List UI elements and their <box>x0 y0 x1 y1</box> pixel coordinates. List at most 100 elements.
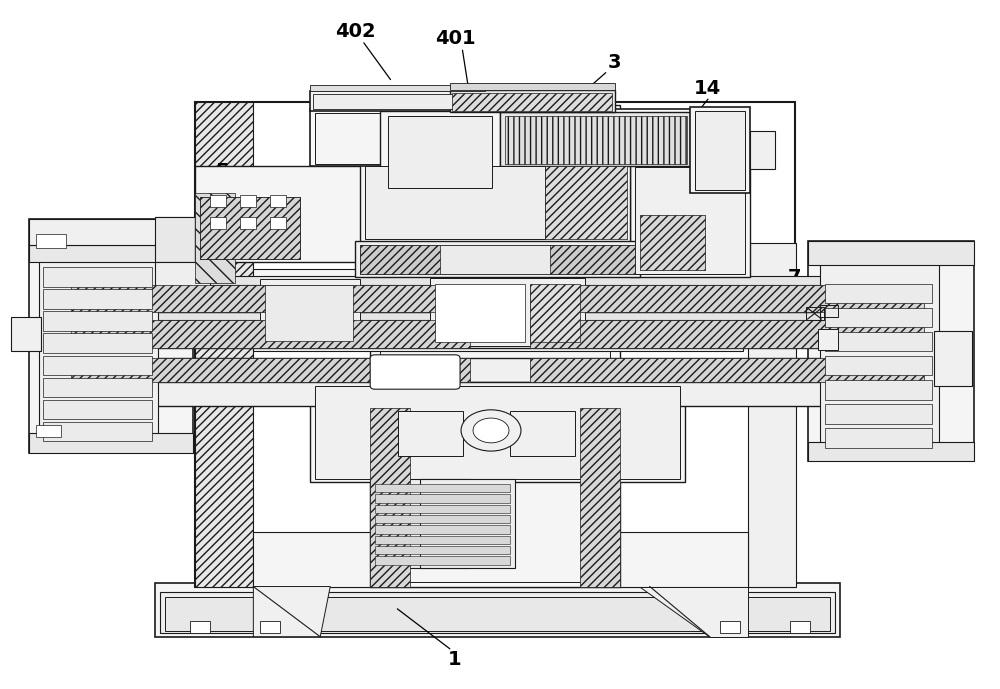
Bar <box>695 111 745 189</box>
Circle shape <box>473 418 509 443</box>
Bar <box>360 245 635 274</box>
Bar <box>398 411 463 456</box>
Bar <box>71 276 924 285</box>
Bar <box>580 408 620 586</box>
Bar <box>155 583 840 637</box>
Bar <box>36 234 66 248</box>
Bar <box>806 307 824 320</box>
Bar <box>375 484 510 493</box>
Bar <box>313 94 481 110</box>
Bar <box>388 116 492 187</box>
Bar <box>355 241 640 277</box>
Bar <box>550 245 635 274</box>
Bar <box>29 219 193 245</box>
Bar <box>825 380 932 400</box>
Bar <box>43 356 152 375</box>
Bar <box>71 358 470 382</box>
Bar <box>825 404 932 424</box>
Bar <box>808 241 974 265</box>
Bar <box>530 285 924 312</box>
Bar <box>505 116 687 164</box>
Bar <box>260 621 280 633</box>
Bar <box>375 525 510 533</box>
Bar <box>270 194 286 207</box>
Bar <box>310 92 485 111</box>
Bar <box>36 425 61 438</box>
Bar <box>934 331 972 386</box>
Bar <box>155 217 195 303</box>
Bar <box>820 251 939 451</box>
Bar <box>43 333 152 353</box>
Bar <box>375 546 510 554</box>
Bar <box>375 556 510 564</box>
Bar <box>43 400 152 419</box>
Bar <box>253 269 743 351</box>
Text: 402: 402 <box>335 22 376 41</box>
Bar <box>165 597 830 631</box>
Bar <box>195 193 235 282</box>
Bar <box>195 102 795 586</box>
Bar <box>210 216 226 229</box>
Bar <box>310 382 685 482</box>
Bar <box>71 382 924 407</box>
Bar <box>825 429 932 448</box>
Bar <box>240 194 256 207</box>
Bar <box>43 311 152 331</box>
Bar <box>315 386 680 479</box>
Bar <box>195 243 253 586</box>
Bar <box>690 107 750 193</box>
Bar <box>380 111 610 582</box>
Bar <box>452 93 612 111</box>
Bar <box>545 166 627 239</box>
Bar <box>265 285 353 341</box>
Bar <box>818 329 838 350</box>
Bar <box>29 219 193 453</box>
Bar <box>160 592 835 633</box>
Bar <box>43 267 152 287</box>
Bar <box>450 83 615 90</box>
Bar <box>210 194 226 207</box>
Bar <box>825 284 932 303</box>
Polygon shape <box>640 586 748 637</box>
Text: 5: 5 <box>216 162 229 181</box>
Bar <box>375 515 510 523</box>
Bar <box>71 358 924 382</box>
Bar <box>253 531 748 586</box>
Bar <box>360 245 440 274</box>
Bar <box>790 621 810 633</box>
Bar <box>825 356 932 376</box>
Bar <box>195 102 253 243</box>
Bar <box>310 110 695 166</box>
Bar <box>71 285 470 312</box>
Bar <box>435 284 525 342</box>
Bar <box>240 216 256 229</box>
Bar <box>370 479 470 568</box>
Bar <box>43 422 152 441</box>
Bar <box>315 113 690 164</box>
Circle shape <box>461 410 521 451</box>
Text: 2: 2 <box>955 371 968 390</box>
Bar <box>43 378 152 397</box>
Bar <box>29 245 193 262</box>
Bar <box>260 279 360 344</box>
Bar <box>635 167 745 274</box>
Bar <box>820 305 838 317</box>
Bar <box>310 85 485 92</box>
Bar <box>11 317 41 351</box>
Bar <box>750 132 775 169</box>
Bar <box>530 320 924 348</box>
Text: 1: 1 <box>448 650 462 669</box>
Text: 3: 3 <box>608 53 622 72</box>
Bar <box>808 241 974 462</box>
Bar <box>375 505 510 513</box>
Bar <box>640 215 705 270</box>
Bar <box>71 312 924 320</box>
Bar <box>430 278 585 346</box>
Bar <box>71 320 924 348</box>
Bar <box>530 284 580 342</box>
Text: 14: 14 <box>694 79 721 99</box>
FancyBboxPatch shape <box>370 355 460 389</box>
Bar <box>29 433 193 453</box>
Bar <box>200 196 300 258</box>
Bar <box>500 112 690 166</box>
